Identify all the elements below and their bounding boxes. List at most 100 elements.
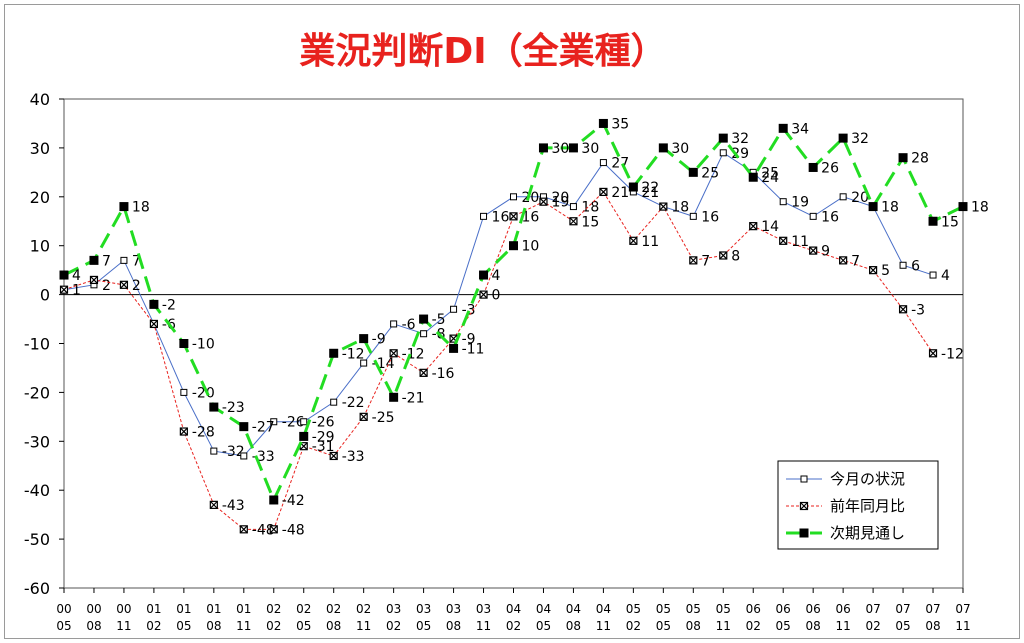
data-label: -25 [372,410,395,426]
marker-shape [480,212,488,220]
data-label: -9 [372,332,386,348]
marker-shape [958,202,968,212]
y-tick-label: -40 [24,481,50,500]
marker-cross [749,222,758,231]
marker-shape [149,299,159,309]
data-label: 16 [522,209,540,225]
x-tick-label-month: 11 [476,619,491,633]
series-line [63,152,934,457]
data-label: 24 [761,170,779,186]
x-tick-label-month: 02 [386,619,401,633]
marker-cross [719,251,728,260]
data-point [59,285,69,294]
data-label: 8 [731,248,740,264]
y-tick-label: -20 [24,383,50,402]
data-label: 15 [941,214,959,230]
data-label: 20 [551,190,569,206]
marker-shape [270,418,278,426]
data-point [450,305,458,313]
data-point [629,236,638,245]
x-tick-label-month: 08 [686,619,701,633]
data-point [568,143,578,153]
marker-cross [329,452,338,460]
x-tick-label-year: 02 [356,602,371,616]
marker-cross [239,525,248,534]
data-point [779,236,788,245]
data-label: 19 [551,195,569,211]
marker-shape [688,167,698,177]
marker-shape [658,143,668,153]
marker-cross [839,256,848,265]
data-point [299,431,309,441]
x-tick-label-month: 02 [266,619,281,633]
marker-cross [689,256,698,265]
data-point [269,495,279,505]
data-point [689,212,697,220]
data-label: 1 [72,283,81,299]
data-point [958,202,968,212]
data-label: 9 [821,244,830,260]
legend-swatch-marker [800,475,808,483]
x-tick-label-month: 05 [895,619,910,633]
data-label: 5 [881,263,890,279]
data-point [628,182,638,192]
data-label: 18 [132,200,150,216]
series-line [63,121,964,504]
marker-cross [779,236,788,245]
legend-label: 次期見通し [830,524,905,542]
x-tick-label-month: 02 [746,619,761,633]
x-tick-label-year: 07 [955,602,970,616]
x-tick-label-year: 02 [326,602,341,616]
marker-shape [329,348,339,358]
marker-cross [209,500,218,509]
marker-shape [239,422,249,432]
data-label: -11 [462,341,485,357]
data-label: 18 [581,200,599,216]
marker-shape [929,271,937,279]
data-point [509,241,518,251]
data-point [329,348,339,358]
data-label: 35 [611,116,629,132]
data-point [868,266,878,275]
x-tick-label-month: 05 [656,619,671,633]
x-tick-label-year: 06 [746,602,761,616]
data-point [899,261,907,269]
data-point [59,270,69,280]
legend-swatch-marker [799,528,809,538]
data-point [839,256,848,265]
x-tick-label-month: 11 [116,619,131,633]
chart-title: 業況判断DI（全業種） [299,30,666,72]
data-label: -2 [162,297,176,313]
data-label: -32 [222,444,245,460]
marker-shape [838,133,848,143]
series-2: 2-6-28-43-48 -48-31-33-25-12-16-901619152… [59,185,964,538]
data-label: 4 [492,268,501,284]
marker-cross [149,320,158,328]
legend-item-3: 次期見通し [786,524,905,542]
y-tick-label: 20 [30,188,50,207]
data-point [808,162,818,172]
marker-shape [509,241,518,251]
data-point [210,447,218,455]
x-tick-label-year: 05 [686,602,701,616]
marker-shape [450,305,458,313]
data-label: 2 [132,278,141,294]
data-point [898,305,908,314]
marker-shape [569,203,577,211]
x-tick-label-month: 08 [566,619,581,633]
legend-label: 今月の状況 [830,470,905,488]
data-point [300,418,308,426]
data-label: 30 [581,141,599,157]
chart-frame: 業況判断DI（全業種） 40 30 20 10 0 -10 -20 -30 -40 -50 -60 … [4,4,1020,639]
data-point [270,418,278,426]
data-label: 18 [881,200,899,216]
data-point [149,319,158,329]
data-label: -21 [402,390,425,406]
marker-shape [299,431,309,441]
marker-cross [179,427,188,436]
x-tick-label-month: 11 [236,619,251,633]
x-tick-label-year: 00 [56,602,71,616]
data-point [809,246,818,255]
x-tick-label-year: 07 [895,602,910,616]
data-label: -3 [911,302,925,318]
